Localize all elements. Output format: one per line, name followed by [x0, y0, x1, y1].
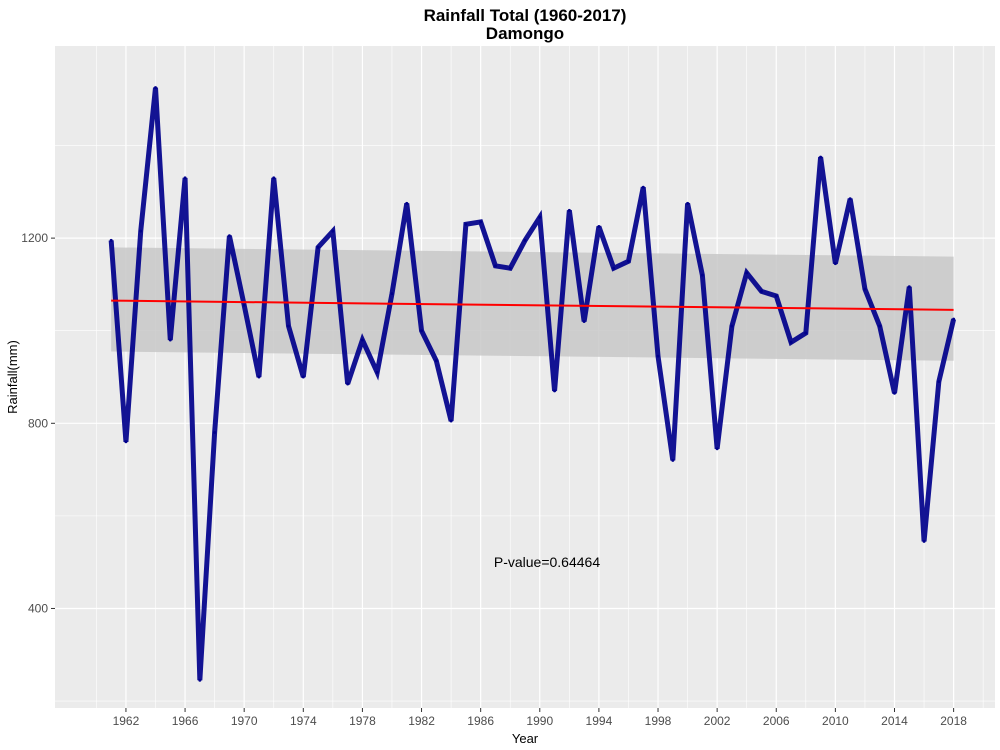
data-point [331, 229, 335, 233]
data-point [833, 262, 837, 266]
x-tick-label: 2014 [881, 714, 908, 728]
data-point [242, 303, 246, 307]
y-tick-label: 800 [28, 416, 48, 430]
data-points [109, 86, 956, 682]
x-tick-label: 1974 [290, 714, 317, 728]
x-tick-label: 1978 [349, 714, 376, 728]
data-point [183, 176, 187, 180]
data-point [553, 389, 557, 393]
data-point [390, 292, 394, 296]
x-tick-label: 2018 [940, 714, 967, 728]
data-point [316, 245, 320, 249]
data-point [848, 197, 852, 201]
x-tick-label: 2002 [704, 714, 731, 728]
data-point [892, 391, 896, 395]
data-point [198, 678, 202, 682]
data-point [464, 222, 468, 226]
data-point [937, 380, 941, 384]
data-point [745, 271, 749, 275]
y-axis-label: Rainfall(mm) [5, 340, 20, 414]
plot-panel [55, 46, 995, 708]
data-point [759, 289, 763, 293]
y-tick-label: 400 [28, 601, 48, 615]
data-point [227, 234, 231, 238]
data-point [109, 238, 113, 242]
data-point [922, 539, 926, 543]
data-point [582, 319, 586, 323]
data-point [656, 354, 660, 358]
p-value-annotation: P-value=0.64464 [494, 554, 600, 570]
x-axis-label: Year [512, 731, 539, 746]
data-point [907, 285, 911, 289]
data-point [878, 324, 882, 328]
data-point [449, 419, 453, 423]
data-point [686, 201, 690, 205]
x-tick-label: 1994 [586, 714, 613, 728]
x-tick-label: 1998 [645, 714, 672, 728]
data-point [730, 324, 734, 328]
data-point [272, 176, 276, 180]
x-tick-label: 1990 [526, 714, 553, 728]
data-point [257, 375, 261, 379]
data-point [641, 185, 645, 189]
data-point [538, 215, 542, 219]
data-point [479, 220, 483, 224]
x-tick-label: 2010 [822, 714, 849, 728]
data-point [493, 264, 497, 268]
grid-major [55, 46, 995, 708]
x-tick-label: 1986 [467, 714, 494, 728]
data-point [952, 317, 956, 321]
data-point [420, 329, 424, 333]
data-point [139, 229, 143, 233]
data-point [671, 458, 675, 462]
rainfall-series-line [108, 87, 957, 681]
y-tick-label: 1200 [21, 231, 48, 245]
data-point [774, 294, 778, 298]
x-axis: 1962 1966 1970 1974 1978 1982 1986 1990 1994 1998… [113, 708, 967, 728]
data-point [819, 155, 823, 159]
data-point [213, 431, 217, 435]
data-point [287, 324, 291, 328]
x-tick-label: 2006 [763, 714, 790, 728]
data-point [301, 375, 305, 379]
x-tick-label: 1962 [113, 714, 140, 728]
data-point [789, 340, 793, 344]
trend-line [111, 299, 954, 311]
y-axis: 400 800 1200 [21, 231, 55, 615]
data-point [124, 440, 128, 444]
data-point [567, 208, 571, 212]
data-point [523, 238, 527, 242]
data-point [375, 370, 379, 374]
x-tick-label: 1970 [231, 714, 258, 728]
data-point [405, 201, 409, 205]
data-point [508, 266, 512, 270]
chart-title: Rainfall Total (1960-2017) [424, 6, 627, 25]
chart-subtitle: Damongo [486, 24, 564, 43]
x-tick-label: 1982 [408, 714, 435, 728]
data-point [700, 273, 704, 277]
data-point [168, 338, 172, 342]
data-point [715, 447, 719, 451]
x-tick-label: 1966 [172, 714, 199, 728]
data-point [863, 287, 867, 291]
data-point [360, 338, 364, 342]
data-point [154, 86, 158, 90]
data-point [612, 266, 616, 270]
data-point [804, 331, 808, 335]
confidence-band [111, 247, 954, 361]
data-point [597, 225, 601, 229]
data-point [434, 359, 438, 363]
data-point [626, 259, 630, 263]
data-point [346, 382, 350, 386]
